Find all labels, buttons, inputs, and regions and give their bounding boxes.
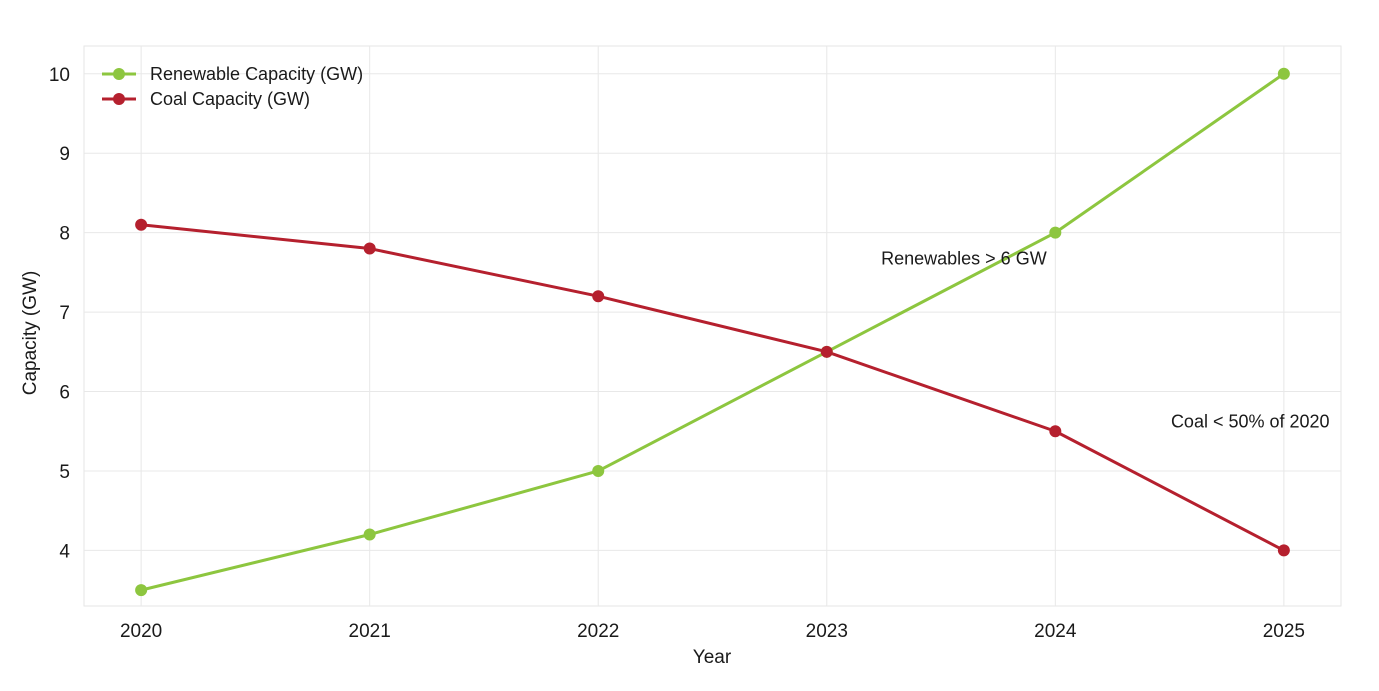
legend-label: Renewable Capacity (GW) (150, 64, 363, 84)
data-point-coal (820, 345, 833, 358)
data-point-renewable (135, 584, 148, 597)
annotation-text: Renewables > 6 GW (881, 248, 1047, 268)
y-tick-label: 4 (59, 541, 70, 562)
data-point-coal (363, 242, 376, 255)
tick-layer: 2020 2021 2022 2023 2024 2025 4 5 6 7 8 9 10 (49, 65, 1305, 642)
annotation-layer: Renewables > 6 GW Coal < 50% of 2020 (881, 248, 1329, 431)
y-axis-title: Capacity (GW) (20, 271, 41, 396)
legend-marker (113, 68, 125, 80)
x-tick-label: 2021 (349, 621, 391, 642)
y-tick-label: 7 (59, 303, 70, 324)
legend-item-coal: Coal Capacity (GW) (102, 89, 310, 109)
series-line-renewable (139, 72, 1286, 592)
legend-label: Coal Capacity (GW) (150, 89, 310, 109)
grid (84, 46, 1341, 606)
x-tick-label: 2023 (806, 621, 848, 642)
x-tick-label: 2024 (1034, 621, 1077, 642)
legend-marker (113, 93, 125, 105)
y-tick-label: 10 (49, 65, 70, 86)
y-tick-label: 9 (59, 144, 70, 165)
data-point-coal (1049, 425, 1062, 438)
annotation-text: Coal < 50% of 2020 (1171, 411, 1330, 431)
series-layer (135, 67, 1290, 597)
x-tick-label: 2022 (577, 621, 619, 642)
data-point-renewable (1277, 67, 1290, 80)
y-tick-label: 8 (59, 224, 70, 245)
series-line-coal (139, 223, 1286, 552)
x-tick-label: 2025 (1263, 621, 1305, 642)
legend: Renewable Capacity (GW) Coal Capacity (GW… (102, 64, 363, 109)
x-tick-label: 2020 (120, 621, 162, 642)
x-axis-title: Year (693, 647, 732, 668)
data-point-renewable (363, 528, 376, 541)
y-tick-label: 6 (59, 383, 70, 404)
data-point-coal (1277, 544, 1290, 557)
data-point-coal (135, 218, 148, 231)
y-tick-label: 5 (59, 462, 70, 483)
data-point-renewable (592, 464, 605, 477)
plot-area (83, 45, 1342, 607)
legend-item-renewable: Renewable Capacity (GW) (102, 64, 363, 84)
data-point-coal (592, 290, 605, 303)
data-point-renewable (1049, 226, 1062, 239)
